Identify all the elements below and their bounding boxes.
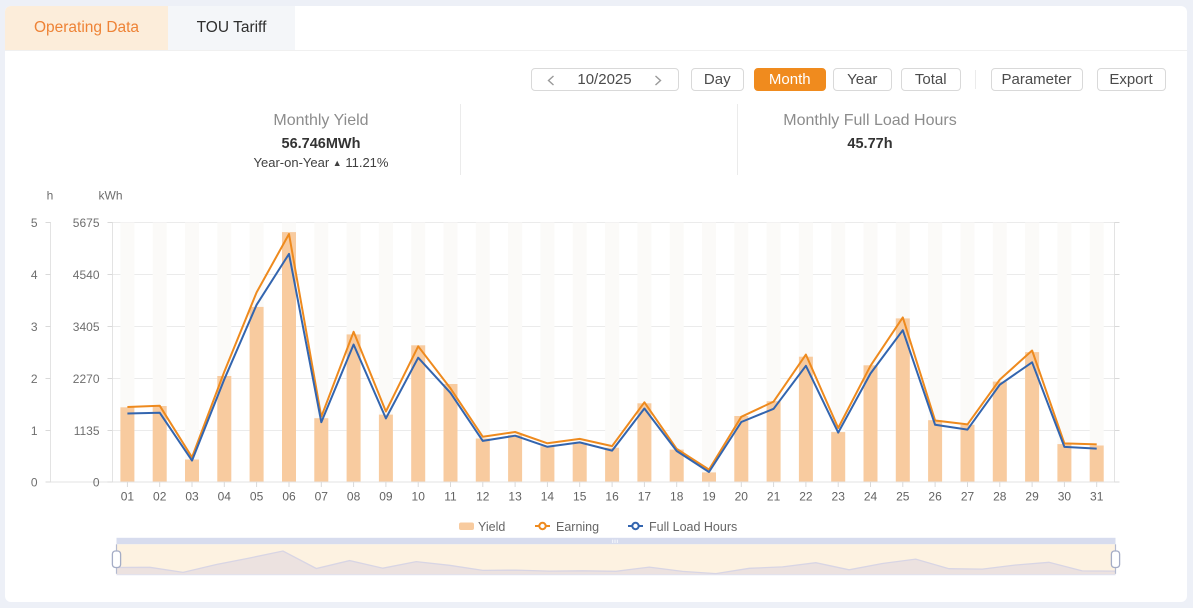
svg-text:29: 29 xyxy=(1025,490,1039,504)
svg-text:09: 09 xyxy=(379,490,393,504)
svg-text:11: 11 xyxy=(444,490,457,504)
svg-text:2270: 2270 xyxy=(73,372,100,386)
svg-text:4: 4 xyxy=(31,268,38,282)
svg-text:21: 21 xyxy=(767,490,781,504)
svg-text:05: 05 xyxy=(250,490,264,504)
svg-text:15: 15 xyxy=(573,490,587,504)
svg-text:20: 20 xyxy=(735,490,749,504)
svg-text:02: 02 xyxy=(153,490,167,504)
svg-text:08: 08 xyxy=(347,490,361,504)
svg-text:0: 0 xyxy=(31,475,38,489)
svg-text:04: 04 xyxy=(218,490,232,504)
svg-text:30: 30 xyxy=(1058,490,1072,504)
svg-text:12: 12 xyxy=(476,490,490,504)
svg-text:25: 25 xyxy=(896,490,910,504)
svg-text:3: 3 xyxy=(31,320,38,334)
svg-text:07: 07 xyxy=(315,490,329,504)
svg-text:Yield: Yield xyxy=(478,520,505,534)
svg-text:17: 17 xyxy=(638,490,652,504)
svg-text:2: 2 xyxy=(31,372,38,386)
svg-text:10: 10 xyxy=(412,490,426,504)
svg-text:28: 28 xyxy=(993,490,1007,504)
svg-text:06: 06 xyxy=(282,490,296,504)
svg-text:5675: 5675 xyxy=(73,216,100,230)
svg-text:22: 22 xyxy=(799,490,813,504)
svg-text:1135: 1135 xyxy=(74,424,100,438)
svg-text:1: 1 xyxy=(31,424,38,438)
svg-text:4540: 4540 xyxy=(73,268,100,282)
svg-text:13: 13 xyxy=(508,490,522,504)
svg-text:19: 19 xyxy=(702,490,716,504)
svg-text:26: 26 xyxy=(928,490,942,504)
svg-text:03: 03 xyxy=(185,490,199,504)
svg-text:kWh: kWh xyxy=(99,189,123,203)
svg-text:16: 16 xyxy=(605,490,619,504)
svg-text:27: 27 xyxy=(961,490,975,504)
svg-text:14: 14 xyxy=(541,490,555,504)
svg-text:h: h xyxy=(47,189,54,203)
svg-text:01: 01 xyxy=(121,490,135,504)
svg-text:24: 24 xyxy=(864,490,878,504)
svg-text:31: 31 xyxy=(1090,490,1104,504)
svg-text:3405: 3405 xyxy=(73,320,100,334)
svg-text:5: 5 xyxy=(31,216,38,230)
svg-text:Full Load Hours: Full Load Hours xyxy=(649,520,737,534)
svg-text:Earning: Earning xyxy=(556,520,599,534)
svg-text:18: 18 xyxy=(670,490,684,504)
svg-text:23: 23 xyxy=(832,490,846,504)
svg-text:0: 0 xyxy=(93,475,100,489)
